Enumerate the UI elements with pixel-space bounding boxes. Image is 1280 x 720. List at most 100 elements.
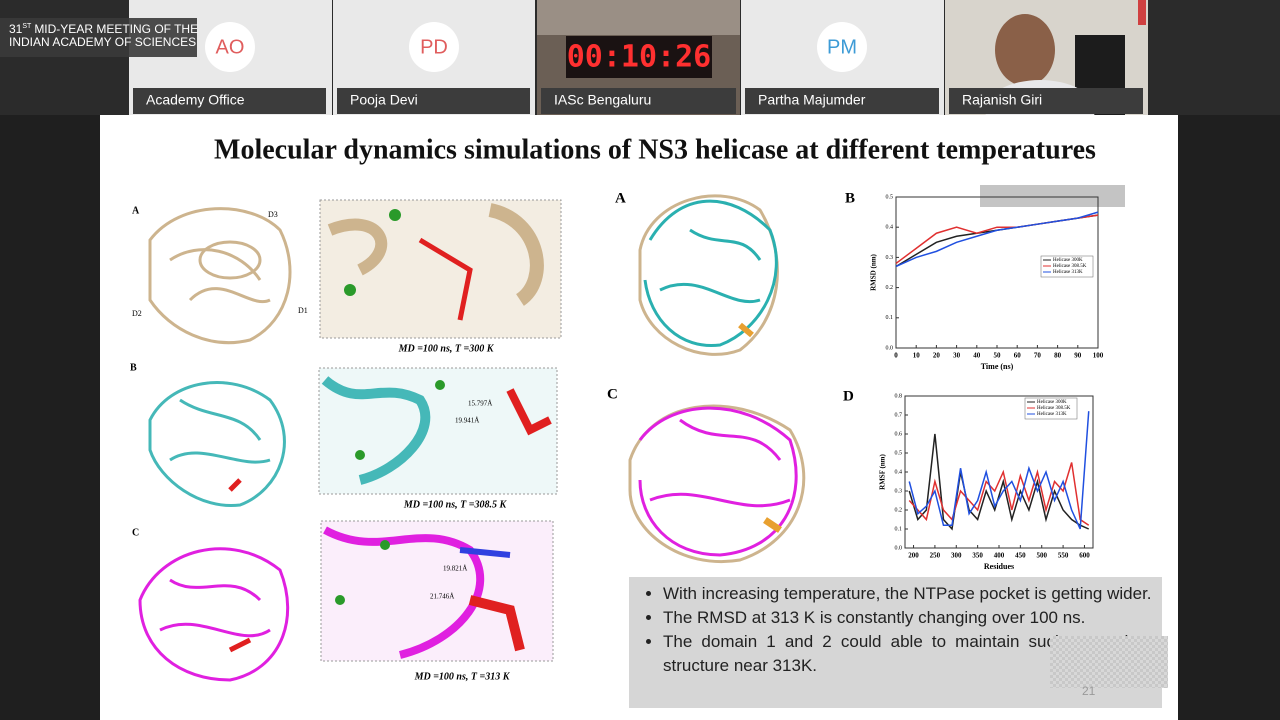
legend-label: Helicase 308.5K [1037, 406, 1071, 411]
x-axis-label: Time (ns) [981, 362, 1014, 371]
bullet: With increasing temperature, the NTPase … [663, 582, 1152, 606]
y-tick-label: 0.7 [895, 412, 903, 418]
y-axis-label: RMSD (nm) [870, 253, 878, 290]
x-tick-label: 90 [1074, 352, 1082, 360]
domain-label: D1 [298, 306, 308, 315]
y-tick-label: 0.5 [886, 194, 894, 200]
x-tick-label: 250 [930, 552, 941, 560]
y-tick-label: 0.4 [895, 469, 903, 475]
participant-name: Partha Majumder [758, 92, 866, 108]
y-tick-label: 0.4 [886, 225, 894, 231]
zoom-c [323, 526, 525, 659]
x-tick-label: 500 [1036, 552, 1047, 560]
x-tick-label: 70 [1034, 352, 1042, 360]
participant-name: IASc Bengaluru [554, 92, 651, 108]
avatar-initials: AO [216, 36, 245, 58]
distance-label: 15.797Å [468, 400, 492, 408]
person [995, 14, 1055, 86]
participant-name: Rajanish Giri [962, 92, 1042, 108]
occlusion [1050, 636, 1168, 688]
y-tick-label: 0.2 [895, 507, 903, 513]
distance-label: 21.746Å [430, 593, 454, 601]
domain-label: D2 [132, 309, 142, 318]
avatar-initials: PD [420, 36, 448, 58]
x-tick-label: 50 [994, 352, 1002, 360]
avatar [205, 22, 255, 72]
panel-caption: MD =100 ns, T =300 K [398, 343, 495, 354]
name-bar [541, 88, 736, 114]
name-bar [949, 88, 1143, 114]
video-object [1138, 0, 1146, 25]
avatar [817, 22, 867, 72]
x-tick-label: 40 [973, 352, 981, 360]
video-bg [537, 0, 740, 35]
x-tick-label: 600 [1079, 552, 1090, 560]
panel-caption: MD =100 ns, T =308.5 K [403, 499, 508, 510]
banner-suffix: ST [22, 23, 32, 30]
series-line [908, 433, 1090, 531]
x-tick-label: 80 [1054, 352, 1062, 360]
y-tick-label: 0.3 [895, 488, 903, 494]
x-tick-label: 300 [951, 552, 962, 560]
y-tick-label: 0.1 [895, 526, 903, 532]
clock-bg [566, 36, 712, 78]
series-line [895, 211, 1099, 268]
y-tick-label: 0.8 [895, 393, 903, 399]
zoom-a [327, 203, 544, 321]
banner-line: MID-YEAR MEETING OF THE [34, 22, 198, 36]
y-tick-label: 0.6 [895, 431, 903, 437]
x-tick-label: 20 [933, 352, 941, 360]
charts: 0.0 0.1 0.2 0.3 0.4 0.5 0 10 20 30 40 50 60 70 80 90 100… [870, 194, 1104, 570]
x-tick-label: 0 [894, 352, 898, 360]
avatar-initials: PM [827, 36, 857, 58]
y-axis-label: RMSF (nm) [879, 453, 887, 489]
banner-bg [0, 18, 197, 57]
protein-b [148, 381, 286, 508]
name-bar [337, 88, 530, 114]
y-tick-label: 0.3 [886, 255, 894, 261]
slide-title: Molecular dynamics simulations of NS3 he… [214, 134, 1096, 165]
name-bar [133, 88, 326, 114]
y-tick-label: 0.5 [895, 450, 903, 456]
legend-label: Helicase 313K [1053, 270, 1083, 275]
legend-box [1040, 255, 1094, 278]
series-line [908, 462, 1090, 526]
x-tick-label: 30 [953, 352, 961, 360]
avatar [409, 22, 459, 72]
participant-name: Pooja Devi [350, 92, 418, 108]
participant-name: Academy Office [146, 92, 245, 108]
banner-number: 31 [9, 22, 23, 36]
protein-a [148, 207, 292, 345]
series-line [908, 411, 1090, 530]
x-tick-label: 450 [1015, 552, 1026, 560]
panel-label: C [607, 386, 618, 402]
panel-label: B [845, 190, 855, 206]
legend-label: Helicase 313K [1037, 412, 1067, 417]
panel-label: A [615, 190, 626, 206]
protein-overlay-a [638, 194, 779, 356]
panel-label: D [843, 388, 854, 404]
legend-label: Helicase 300K [1053, 258, 1083, 263]
bullet-list: With increasing temperature, the NTPase … [639, 582, 1152, 678]
occlusion [980, 185, 1125, 207]
y-tick-label: 0.0 [886, 345, 894, 351]
panel-label: B [130, 362, 137, 373]
clock: 00:10:26 [567, 40, 712, 75]
bullet: The domain 1 and 2 could able to maintai… [663, 630, 1152, 678]
panel-label: A [132, 205, 140, 216]
legend-label: Helicase 308.5K [1053, 264, 1087, 269]
protein-overlay-c [628, 404, 806, 563]
name-bar [745, 88, 939, 114]
distance-label: 19.941Å [455, 417, 479, 425]
x-tick-label: 10 [913, 352, 921, 360]
x-tick-label: 100 [1093, 352, 1104, 360]
x-tick-label: 60 [1014, 352, 1022, 360]
x-tick-label: 350 [972, 552, 983, 560]
y-tick-label: 0.2 [886, 285, 894, 291]
x-axis-label: Residues [984, 562, 1014, 571]
page-number: 21 [1082, 684, 1096, 698]
zoom-b [321, 376, 552, 485]
banner-text: 31ST MID-YEAR MEETING OF THE [9, 22, 198, 36]
